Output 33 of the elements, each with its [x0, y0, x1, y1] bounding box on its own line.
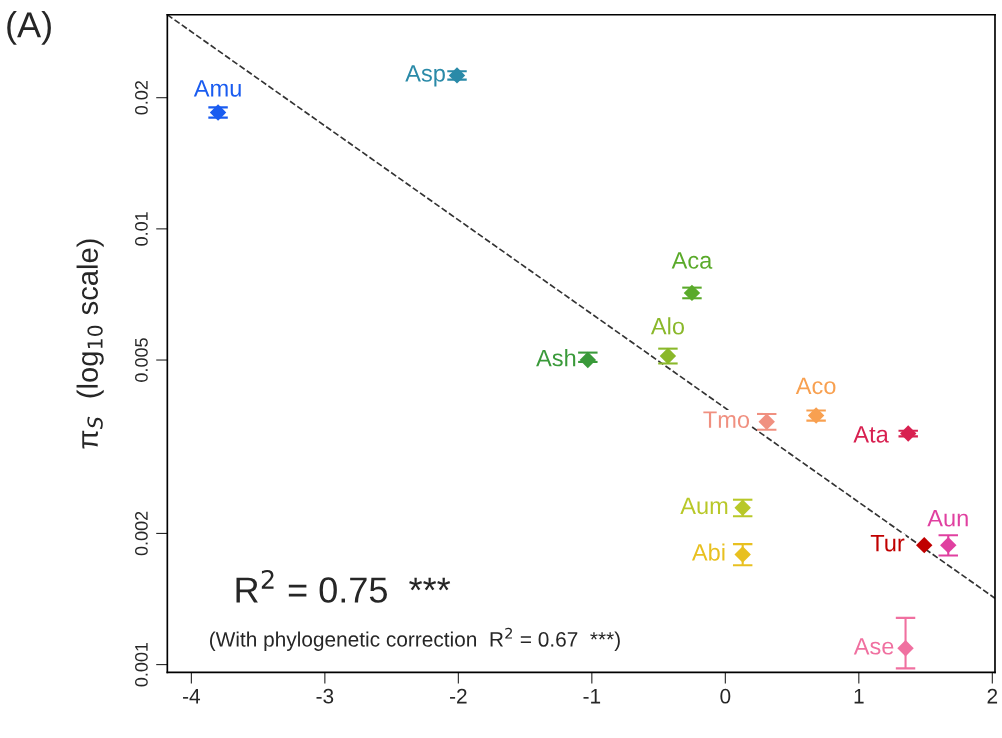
x-tick-label: -4 — [183, 689, 201, 704]
y-tick-label: 0.02 — [135, 81, 148, 115]
series-label: Ash — [536, 349, 576, 367]
y-tick-label: 0.001 — [135, 642, 148, 687]
series-label: Tmo — [703, 411, 750, 429]
point — [916, 536, 933, 554]
series-label: Aun — [927, 510, 968, 527]
y-tick-label: 0.01 — [135, 212, 148, 246]
x-tick-label: -1 — [583, 689, 601, 704]
series-label: Amu — [193, 80, 241, 97]
text: (A) — [7, 11, 51, 45]
series-label: Ata — [853, 426, 889, 443]
series-label: Aca — [671, 252, 713, 269]
y-axis-title: π$_{S}$ (log$_{10}$ scale) — [76, 239, 104, 449]
y-tick-label: 0.002 — [135, 511, 148, 556]
x-tick-label: -2 — [450, 688, 467, 704]
x-tick-label: 0 — [720, 688, 731, 704]
series-label: Abi — [691, 543, 725, 561]
x-tick-label: 2 — [987, 688, 998, 704]
series-label: Aco — [795, 377, 836, 395]
point — [897, 640, 914, 657]
series-label: Ase — [853, 638, 894, 655]
x-tick-label: 1 — [854, 689, 864, 704]
x-tick-label: -3 — [316, 688, 334, 704]
series-label: Aum — [680, 497, 728, 515]
y-tick-label: 0.005 — [135, 338, 148, 382]
point — [900, 425, 917, 442]
series-label: Tur — [870, 535, 905, 552]
series-label: Alo — [650, 317, 684, 335]
point — [579, 351, 597, 369]
annotation: R$^{2}$ = 0.75 *** — [236, 569, 451, 603]
annotation: (With phylogenetic correction R$^{2}$ = 0.67 ***) — [210, 627, 620, 651]
series-label: Asp — [405, 65, 445, 87]
